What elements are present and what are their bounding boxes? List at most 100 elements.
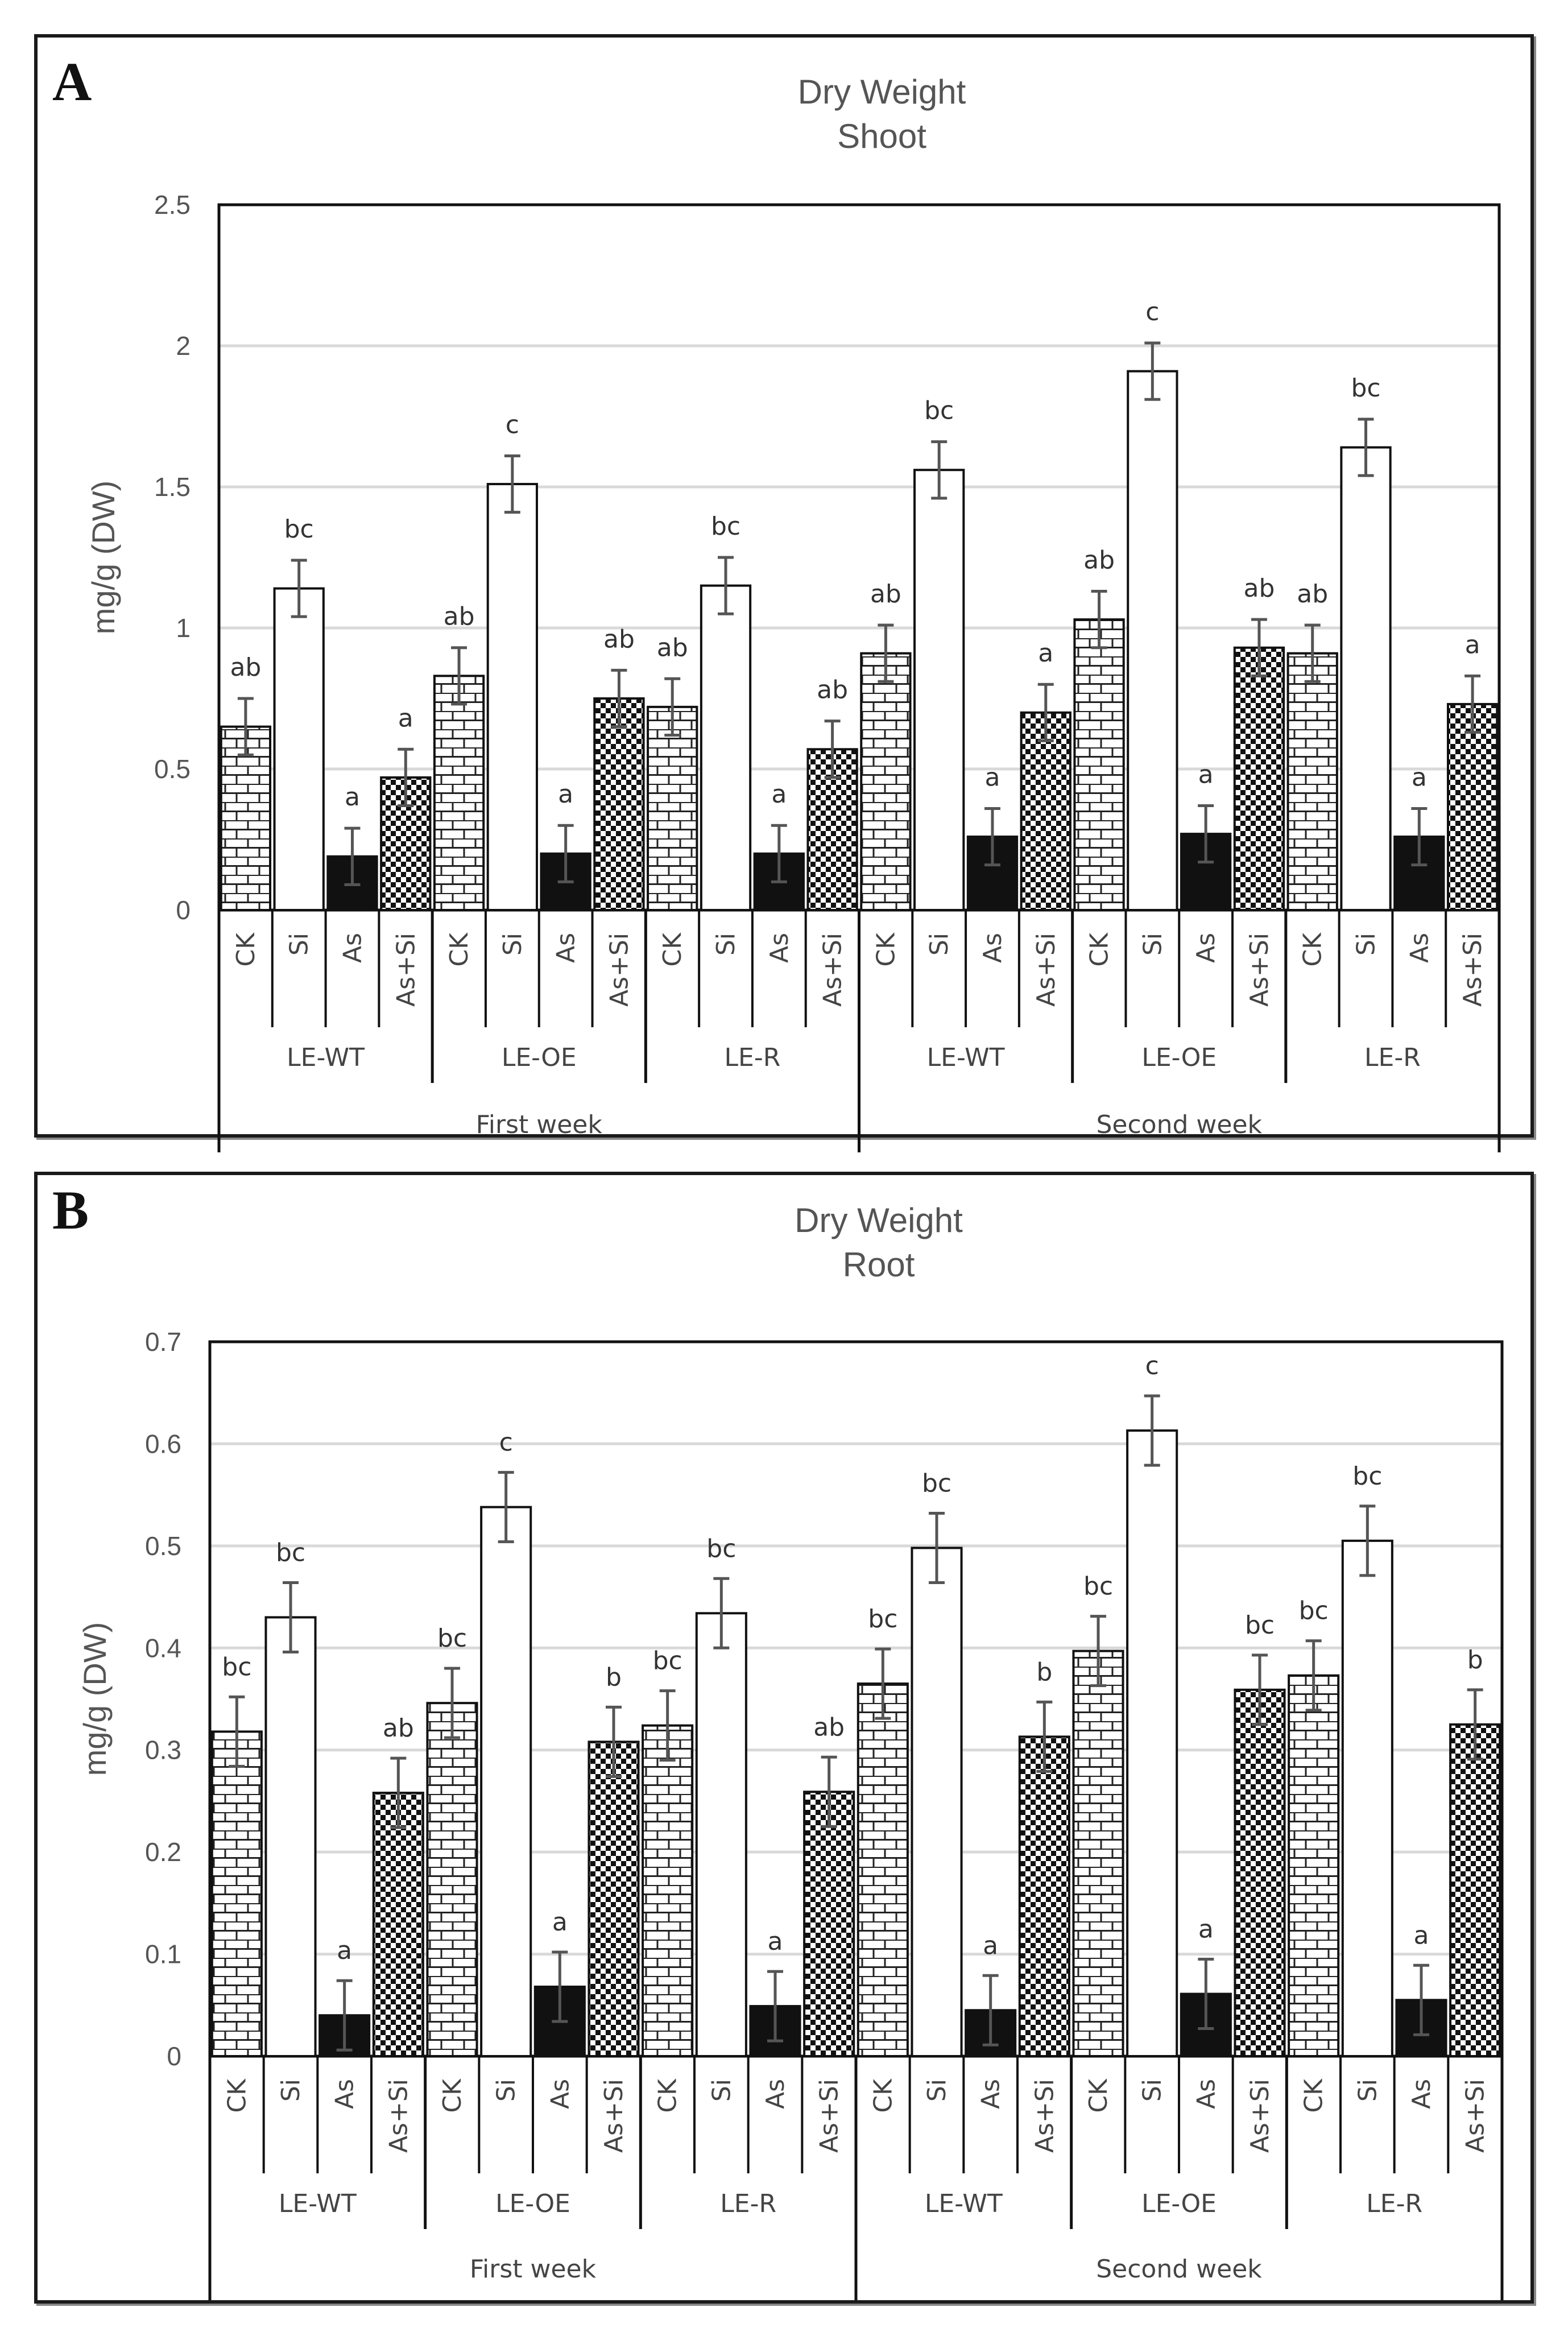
x-group-label: LE-R bbox=[1364, 1043, 1421, 1072]
significance-letter: a bbox=[1198, 760, 1214, 789]
significance-letter: a bbox=[1465, 630, 1480, 659]
significance-letter: a bbox=[552, 1908, 568, 1937]
x-group-label: LE-OE bbox=[1141, 2189, 1217, 2218]
x-subcategory-label: Si bbox=[1138, 2079, 1167, 2102]
bar bbox=[593, 697, 645, 911]
x-subcategory-label: CK bbox=[1300, 2078, 1329, 2113]
bar bbox=[433, 675, 485, 911]
significance-letter: bc bbox=[711, 512, 740, 541]
bar bbox=[220, 725, 272, 911]
bar bbox=[911, 1547, 963, 2057]
bar bbox=[426, 1702, 478, 2057]
bar bbox=[1234, 1688, 1286, 2057]
x-subcategory-label: As+Si bbox=[1458, 933, 1487, 1007]
y-tick-label: 1 bbox=[176, 613, 191, 643]
x-group-label: LE-R bbox=[725, 1043, 781, 1072]
bar bbox=[642, 1724, 694, 2057]
bar bbox=[1018, 1735, 1070, 2057]
significance-letter: a bbox=[771, 780, 787, 809]
bar bbox=[1073, 618, 1125, 911]
significance-letter: ab bbox=[813, 1713, 845, 1742]
chart-title-line2: Root bbox=[843, 1246, 915, 1284]
significance-letter: bc bbox=[1245, 1611, 1275, 1640]
significance-letter: a bbox=[768, 1927, 783, 1956]
significance-letter: bc bbox=[276, 1538, 305, 1567]
x-subcategory-label: As bbox=[761, 2079, 790, 2109]
significance-letter: bc bbox=[1083, 1572, 1113, 1601]
significance-letter: b bbox=[606, 1663, 622, 1692]
bar bbox=[1446, 702, 1499, 912]
x-subcategory-label: Si bbox=[276, 2079, 305, 2102]
x-subcategory-label: CK bbox=[868, 2078, 897, 2113]
bar bbox=[1233, 646, 1285, 911]
x-subcategory-label: As+Si bbox=[384, 2079, 413, 2153]
significance-letter: a bbox=[984, 763, 1000, 792]
x-subcategory-label: As bbox=[552, 933, 581, 963]
x-subcategory-label: Si bbox=[925, 933, 954, 956]
significance-letter: ab bbox=[657, 633, 688, 662]
bar bbox=[860, 652, 912, 911]
x-subcategory-label: Si bbox=[711, 933, 740, 956]
bar bbox=[695, 1612, 747, 2057]
significance-letter: bc bbox=[284, 515, 314, 544]
bar bbox=[1340, 446, 1392, 911]
significance-letter: a bbox=[398, 704, 413, 733]
x-subcategory-label: CK bbox=[653, 2078, 682, 2113]
x-group-label: LE-WT bbox=[925, 2189, 1003, 2218]
x-subcategory-label: As+Si bbox=[815, 2079, 844, 2153]
x-subcategory-label: As bbox=[545, 2079, 574, 2109]
significance-letter: a bbox=[983, 1931, 998, 1960]
significance-letter: bc bbox=[706, 1534, 736, 1563]
chart-title-line1: Dry Weight bbox=[795, 1201, 963, 1239]
x-subcategory-label: Si bbox=[1352, 933, 1381, 956]
x-group-label: LE-OE bbox=[502, 1043, 577, 1072]
panel-label: A bbox=[52, 51, 92, 112]
shoot-dry-weight-chart: Dry Weight Shoot 0 0.5 1 1.5 2 2.5 mg/g (DW) ab CK… bbox=[85, 73, 1501, 1152]
y-tick-label: 0.3 bbox=[145, 1735, 181, 1765]
y-tick-label: 0 bbox=[167, 2041, 181, 2071]
significance-letter: bc bbox=[868, 1605, 897, 1634]
x-subcategory-label: As+Si bbox=[1245, 933, 1274, 1007]
significance-letter: ab bbox=[1243, 574, 1275, 603]
x-group-label: LE-WT bbox=[287, 1043, 365, 1072]
significance-letter: ab bbox=[383, 1714, 414, 1743]
y-tick-label: 0.6 bbox=[145, 1429, 181, 1458]
x-subcategory-label: As+Si bbox=[1030, 2079, 1059, 2153]
x-subcategory-label: CK bbox=[231, 932, 260, 967]
x-subcategory-label: CK bbox=[1084, 2078, 1113, 2113]
x-subcategory-label: CK bbox=[222, 2078, 251, 2113]
x-period-label: First week bbox=[476, 1110, 603, 1139]
x-subcategory-label: As bbox=[1191, 2079, 1221, 2109]
x-subcategory-label: Si bbox=[1138, 933, 1167, 956]
significance-letter: ab bbox=[1297, 580, 1328, 609]
chart-title-line1: Dry Weight bbox=[798, 73, 966, 111]
bar bbox=[210, 1730, 263, 2057]
bar bbox=[803, 1791, 855, 2058]
x-subcategory-label: CK bbox=[445, 932, 474, 967]
x-subcategory-label: CK bbox=[871, 932, 900, 967]
significance-letter: bc bbox=[1299, 1597, 1329, 1626]
bar bbox=[1449, 1723, 1501, 2057]
x-subcategory-label: Si bbox=[492, 2079, 521, 2102]
y-tick-label: 1.5 bbox=[154, 472, 191, 502]
significance-letter: c bbox=[506, 410, 519, 439]
bar bbox=[264, 1616, 317, 2057]
chart-title-line2: Shoot bbox=[837, 117, 926, 155]
significance-letter: ab bbox=[817, 676, 848, 705]
bar bbox=[273, 587, 325, 911]
significance-letter: a bbox=[345, 783, 360, 812]
x-subcategory-label: As bbox=[338, 933, 367, 963]
x-subcategory-label: As bbox=[978, 933, 1007, 963]
panel-a: A Dry Weight Shoot 0 0.5 1 1.5 2 2.5 mg/g (DW) ab… bbox=[34, 34, 1534, 1152]
x-period-label: Second week bbox=[1096, 1110, 1262, 1139]
y-tick-label: 2.5 bbox=[154, 190, 191, 220]
bar bbox=[1288, 1674, 1340, 2057]
bar bbox=[857, 1682, 909, 2057]
y-tick-label: 0.5 bbox=[145, 1531, 181, 1561]
significance-letter: b bbox=[1036, 1657, 1052, 1686]
x-group-label: LE-OE bbox=[1141, 1043, 1217, 1072]
x-subcategory-label: As+Si bbox=[818, 933, 847, 1007]
significance-letter: a bbox=[1412, 763, 1427, 792]
x-subcategory-label: As bbox=[977, 2079, 1006, 2109]
bar bbox=[588, 1740, 640, 2057]
